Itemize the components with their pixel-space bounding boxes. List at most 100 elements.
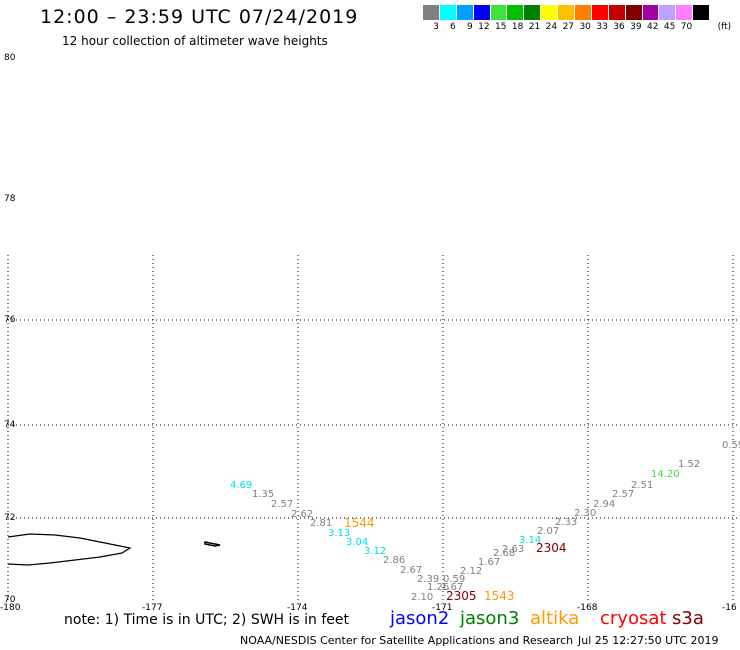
wave-height-value: 3.13 (328, 528, 350, 539)
latitude-labels: 80 78 76 74 72 70 (4, 53, 16, 605)
wrangel-island-coastline (7, 533, 132, 566)
lon-label-174: -174 (287, 603, 308, 613)
satellite-s3a: s3a (672, 608, 704, 629)
herald-island-coastline (204, 541, 221, 547)
wave-height-value: 2.81 (310, 518, 332, 529)
legend-swatch (540, 5, 558, 20)
legend-swatch (455, 5, 473, 20)
legend-swatch (692, 5, 710, 20)
wave-height-value: 2.68 (493, 548, 515, 559)
legend-swatch (506, 5, 524, 20)
wave-height-value: 2.62 (291, 509, 313, 520)
legend-swatch (557, 5, 575, 20)
wave-height-value: 1.52 (678, 459, 700, 470)
pass-time-label: 1543 (484, 589, 515, 603)
units-note: note: 1) Time is in UTC; 2) SWH is in fe… (64, 612, 350, 628)
wave-height-value: 2.57 (271, 499, 293, 510)
wave-height-value: 1.35 (252, 489, 274, 500)
wave-height-value: 0.59 (722, 440, 740, 451)
page-title: 12:00 – 23:59 UTC 07/24/2019 (40, 6, 359, 28)
wave-height-value: 2.12 (460, 566, 482, 577)
wave-height-value: 2.51 (631, 480, 653, 491)
legend-swatch (523, 5, 541, 20)
lat-label-76: 76 (4, 315, 16, 325)
legend-tick-label: 15 (495, 22, 507, 32)
legend-tick-label: 39 (630, 22, 642, 32)
wave-height-value: 2.63 (502, 544, 524, 555)
wave-height-value: 3.14 (519, 535, 541, 546)
legend-tick-label: 36 (613, 22, 625, 32)
wave-height-value: 3.12 (364, 546, 386, 557)
legend-swatch (641, 5, 659, 20)
lon-label-165: -16 (722, 603, 737, 613)
lon-label-180: -180 (0, 603, 21, 613)
legend-swatches (422, 5, 710, 20)
legend-swatch (607, 5, 625, 20)
satellite-jason2: jason2 (390, 608, 450, 629)
legend-tick-label: 45 (663, 22, 676, 32)
wave-height-value: 2.86 (383, 555, 405, 566)
lon-label-177: -177 (142, 603, 162, 613)
pass-time-label: 2304 (536, 541, 567, 555)
legend-ticks: 3 6 9 12 15 18 21 24 27 30 33 36 39 42 45 70 (422, 22, 709, 32)
wave-height-value: 3.04 (346, 537, 368, 548)
legend-tick-label: 9 (466, 22, 473, 32)
satellite-altika: altika (530, 608, 580, 629)
satellite-jason3: jason3 (460, 608, 520, 629)
wave-height-value: 2.10 (411, 592, 433, 603)
legend-tick-label: 6 (450, 22, 456, 32)
legend-swatch (489, 5, 507, 20)
pass-time-label: 2305 (446, 589, 477, 603)
legend-swatch (675, 5, 693, 20)
legend-tick-label: 42 (647, 22, 659, 32)
wave-height-value: 2.39 (417, 574, 439, 585)
lon-label-168: -168 (577, 603, 598, 613)
legend-tick-label: 3 (433, 22, 439, 32)
legend-tick-label: 27 (562, 22, 575, 32)
longitude-labels: -180 -177 -174 -171 -168 -16 (0, 603, 737, 613)
satellite-cryosat: cryosat (600, 608, 667, 629)
legend-swatch (438, 5, 456, 20)
lat-label-70: 70 (4, 595, 16, 605)
wave-height-value: 2.57 (612, 489, 634, 500)
legend-swatch (590, 5, 608, 20)
legend-swatch (472, 5, 490, 20)
lon-label-171: -171 (432, 603, 452, 613)
legend-tick-label: 33 (596, 22, 608, 32)
wave-height-value: 2.33 (555, 517, 577, 528)
wave-height-value: 1.67 (441, 582, 463, 593)
wave-height-value: 1.67 (478, 557, 500, 568)
legend-tick-label: 12 (478, 22, 490, 32)
legend-tick-label: 30 (579, 22, 591, 32)
legend-swatch (658, 5, 676, 20)
wave-height-values: 4.69 1.35 2.57 2.62 2.81 3.13 3.04 3.12 … (230, 440, 740, 603)
legend-swatch (422, 5, 439, 20)
wave-height-value: 2.30 (574, 508, 596, 519)
pass-time-labels: 1544 2304 2305 1543 (344, 516, 567, 603)
lat-label-72: 72 (4, 513, 15, 523)
wave-height-value: 0.59 (443, 574, 465, 585)
legend-swatch (624, 5, 642, 20)
pass-time-label: 1544 (344, 516, 375, 530)
wave-height-legend: 3 6 9 12 15 18 21 24 27 30 33 36 39 42 45 70 (ft) (422, 5, 731, 32)
wave-height-value: 14.20 (651, 469, 680, 480)
wave-height-value: 4.69 (230, 480, 252, 491)
footer-organization: NOAA/NESDIS Center for Satellite Applica… (240, 634, 574, 647)
lat-label-80: 80 (4, 53, 16, 63)
wave-height-value: 2.07 (537, 526, 559, 537)
wave-height-value: 2.67 (400, 565, 422, 576)
lat-label-74: 74 (4, 420, 16, 430)
map-grid (7, 255, 740, 600)
legend-swatch (574, 5, 591, 20)
legend-tick-label: 24 (545, 22, 558, 32)
legend-unit: (ft) (717, 22, 732, 32)
legend-tick-label: 70 (680, 22, 693, 32)
page-subtitle: 12 hour collection of altimeter wave hei… (62, 34, 328, 48)
wave-height-value: 2.94 (593, 499, 615, 510)
lat-label-78: 78 (4, 194, 16, 204)
legend-tick-label: 21 (528, 22, 541, 32)
footer-timestamp: Jul 25 12:27:50 UTC 2019 (578, 634, 719, 647)
legend-tick-label: 18 (511, 22, 524, 32)
wave-height-value: 1.26 (427, 582, 449, 593)
